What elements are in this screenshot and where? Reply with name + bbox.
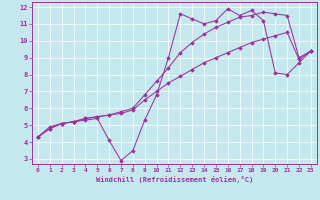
X-axis label: Windchill (Refroidissement éolien,°C): Windchill (Refroidissement éolien,°C): [96, 176, 253, 183]
